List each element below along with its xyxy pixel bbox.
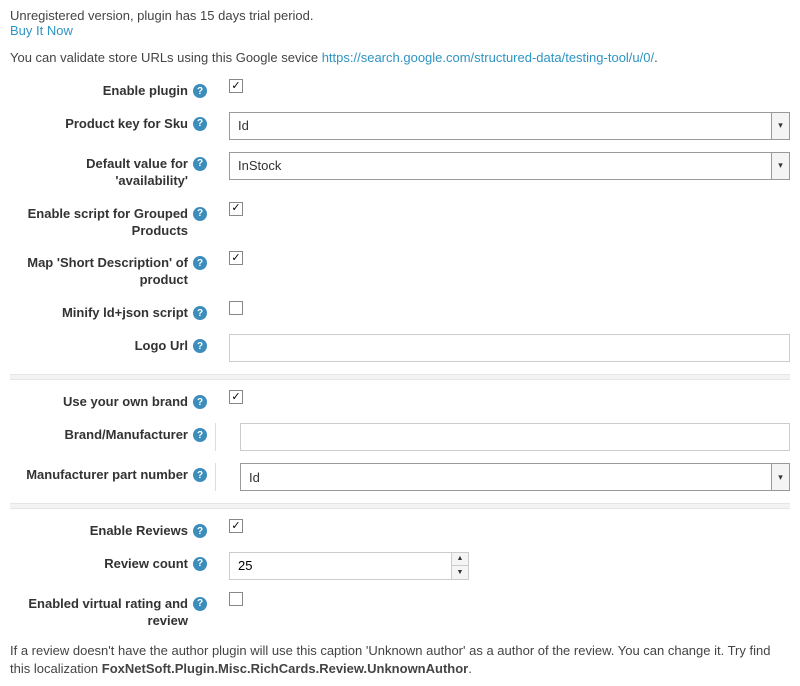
help-icon[interactable]: ? — [193, 117, 207, 131]
help-icon[interactable]: ? — [193, 557, 207, 571]
chevron-down-icon[interactable]: ▾ — [771, 113, 789, 139]
brand-manufacturer-input[interactable] — [240, 423, 790, 451]
default-availability-label: Default value for 'availability' — [10, 156, 188, 190]
help-icon[interactable]: ? — [193, 468, 207, 482]
own-brand-checkbox[interactable] — [229, 390, 243, 404]
trial-notice: Unregistered version, plugin has 15 days… — [10, 8, 790, 23]
section-divider — [10, 503, 790, 509]
review-count-stepper[interactable]: ▲ ▼ — [229, 552, 469, 580]
reviews-settings-section: Enable Reviews ? Review count ? ▲ ▼ Enab… — [10, 519, 790, 678]
grouped-products-label: Enable script for Grouped Products — [10, 206, 188, 240]
help-icon[interactable]: ? — [193, 207, 207, 221]
help-icon[interactable]: ? — [193, 524, 207, 538]
enable-reviews-label: Enable Reviews — [90, 523, 188, 540]
default-availability-value: InStock — [230, 153, 771, 179]
validate-text-prefix: You can validate store URLs using this G… — [10, 50, 322, 65]
validate-text-suffix: . — [654, 50, 658, 65]
mpn-value: Id — [241, 464, 771, 490]
enable-plugin-checkbox[interactable] — [229, 79, 243, 93]
spinner-up-icon[interactable]: ▲ — [452, 553, 468, 566]
help-icon[interactable]: ? — [193, 339, 207, 353]
section-divider — [10, 374, 790, 380]
help-icon[interactable]: ? — [193, 157, 207, 171]
logo-url-label: Logo Url — [135, 338, 188, 355]
buy-it-now-link[interactable]: Buy It Now — [10, 23, 73, 38]
short-desc-checkbox[interactable] — [229, 251, 243, 265]
chevron-down-icon[interactable]: ▾ — [771, 464, 789, 490]
spinner-down-icon[interactable]: ▼ — [452, 566, 468, 579]
general-settings-section: Enable plugin ? Product key for Sku ? Id… — [10, 79, 790, 362]
virtual-rating-checkbox[interactable] — [229, 592, 243, 606]
own-brand-label: Use your own brand — [63, 394, 188, 411]
validate-url-link[interactable]: https://search.google.com/structured-dat… — [322, 50, 654, 65]
help-icon[interactable]: ? — [193, 395, 207, 409]
validate-info: You can validate store URLs using this G… — [10, 50, 790, 65]
logo-url-input[interactable] — [229, 334, 790, 362]
brand-manufacturer-label: Brand/Manufacturer — [64, 427, 188, 444]
minify-checkbox[interactable] — [229, 301, 243, 315]
grouped-products-checkbox[interactable] — [229, 202, 243, 216]
product-key-value: Id — [230, 113, 771, 139]
brand-settings-section: Use your own brand ? Brand/Manufacturer … — [10, 390, 790, 491]
help-icon[interactable]: ? — [193, 256, 207, 270]
virtual-rating-label: Enabled virtual rating and review — [10, 596, 188, 630]
short-desc-label: Map 'Short Description' of product — [10, 255, 188, 289]
product-key-select[interactable]: Id ▾ — [229, 112, 790, 140]
product-key-label: Product key for Sku — [65, 116, 188, 133]
review-count-label: Review count — [104, 556, 188, 573]
mpn-label: Manufacturer part number — [26, 467, 188, 484]
help-icon[interactable]: ? — [193, 428, 207, 442]
help-icon[interactable]: ? — [193, 306, 207, 320]
unknown-author-note: If a review doesn't have the author plug… — [10, 642, 790, 678]
default-availability-select[interactable]: InStock ▾ — [229, 152, 790, 180]
help-icon[interactable]: ? — [193, 84, 207, 98]
minify-label: Minify ld+json script — [62, 305, 188, 322]
review-count-input[interactable] — [229, 552, 451, 580]
enable-reviews-checkbox[interactable] — [229, 519, 243, 533]
enable-plugin-label: Enable plugin — [103, 83, 188, 100]
note-localization-key: FoxNetSoft.Plugin.Misc.RichCards.Review.… — [102, 661, 468, 676]
mpn-select[interactable]: Id ▾ — [240, 463, 790, 491]
chevron-down-icon[interactable]: ▾ — [771, 153, 789, 179]
note-suffix: . — [468, 661, 472, 676]
help-icon[interactable]: ? — [193, 597, 207, 611]
